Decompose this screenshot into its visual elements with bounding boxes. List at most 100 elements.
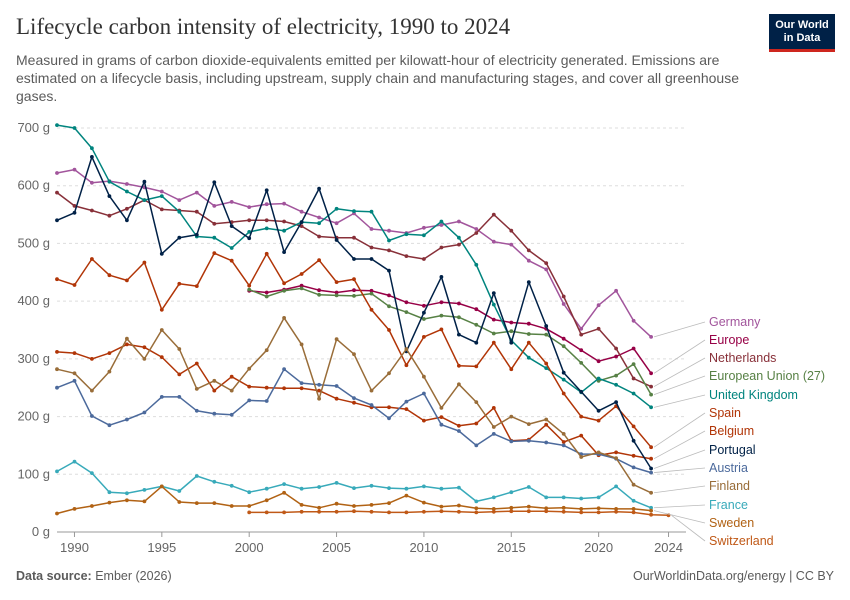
legend-connector xyxy=(653,449,706,469)
series-line xyxy=(248,287,652,395)
data-point xyxy=(229,258,234,263)
data-point xyxy=(247,510,252,515)
data-point xyxy=(439,275,444,279)
data-point xyxy=(422,391,426,396)
data-point xyxy=(491,432,496,436)
data-point xyxy=(544,506,549,511)
data-point xyxy=(194,408,199,413)
x-tick-label: 2005 xyxy=(322,540,351,555)
data-point xyxy=(352,509,356,514)
data-point xyxy=(474,227,479,231)
data-point xyxy=(561,377,566,382)
legend-label: European Union (27) xyxy=(709,369,825,383)
data-point xyxy=(55,385,59,390)
owid-logo[interactable]: Our World in Data xyxy=(769,14,835,52)
data-point xyxy=(387,486,391,490)
data-point xyxy=(282,510,286,515)
data-point xyxy=(55,367,59,372)
data-point xyxy=(491,317,496,322)
data-point xyxy=(404,300,409,305)
data-point xyxy=(212,378,217,383)
data-point xyxy=(579,389,584,394)
data-point xyxy=(159,328,164,332)
data-point xyxy=(299,381,304,385)
legend-label: Germany xyxy=(709,315,761,329)
data-point xyxy=(352,288,356,293)
footer-url[interactable]: OurWorldinData.org/energy | CC BY xyxy=(632,569,834,583)
data-point xyxy=(422,225,426,230)
data-point xyxy=(596,326,601,331)
legend-connector xyxy=(654,485,706,494)
data-point xyxy=(474,231,479,235)
series-finland xyxy=(55,316,653,495)
legend-label: Finland xyxy=(709,479,750,493)
data-point xyxy=(177,489,182,493)
data-source-value[interactable]: Ember (2026) xyxy=(95,569,172,583)
data-point xyxy=(544,361,549,366)
data-point xyxy=(90,388,94,393)
data-point xyxy=(55,277,59,282)
data-point xyxy=(299,220,304,225)
data-point xyxy=(352,257,356,261)
data-point xyxy=(194,190,199,195)
data-point xyxy=(369,209,374,214)
data-point xyxy=(561,294,566,299)
data-point xyxy=(194,209,199,214)
data-point xyxy=(142,357,147,361)
data-point xyxy=(229,200,234,204)
data-point xyxy=(299,209,304,214)
data-source: Data source: Ember (2026) xyxy=(16,569,172,583)
data-point xyxy=(90,180,94,185)
data-point xyxy=(352,294,356,298)
data-point xyxy=(474,506,479,511)
data-point xyxy=(561,344,566,349)
data-point xyxy=(334,238,339,242)
data-point xyxy=(544,332,549,337)
data-point xyxy=(457,242,461,247)
series-germany xyxy=(55,167,653,339)
data-point xyxy=(509,340,514,345)
data-point xyxy=(212,221,217,226)
data-point xyxy=(247,366,252,371)
legend-label: United Kingdom xyxy=(709,388,798,402)
data-point xyxy=(177,500,182,504)
data-point xyxy=(299,286,304,291)
data-point xyxy=(125,491,129,496)
data-point xyxy=(387,510,391,515)
data-point xyxy=(90,357,94,361)
data-point xyxy=(55,171,59,175)
y-tick-label: 400 g xyxy=(17,293,50,308)
data-point xyxy=(142,198,147,203)
data-point xyxy=(352,209,356,214)
data-point xyxy=(282,281,286,286)
data-point xyxy=(55,511,59,516)
data-point xyxy=(631,346,636,351)
logo-line-1: Our World xyxy=(775,19,829,31)
data-point xyxy=(526,485,531,489)
data-point xyxy=(387,228,391,233)
data-point xyxy=(526,509,531,514)
series-line xyxy=(249,284,652,374)
data-point xyxy=(387,416,391,421)
data-point xyxy=(247,283,252,288)
data-point xyxy=(422,500,426,505)
data-point xyxy=(544,261,549,265)
data-point xyxy=(90,471,94,475)
data-point xyxy=(247,490,252,495)
data-point xyxy=(561,391,566,396)
data-point xyxy=(194,501,199,505)
data-point xyxy=(247,205,252,210)
data-point xyxy=(299,342,304,347)
data-point xyxy=(107,369,112,374)
data-point xyxy=(631,391,636,396)
data-point xyxy=(596,376,601,381)
data-point xyxy=(107,351,112,355)
data-point xyxy=(334,509,339,514)
data-point xyxy=(422,233,426,238)
data-point xyxy=(72,507,77,511)
data-point xyxy=(282,288,286,293)
data-point xyxy=(474,421,479,426)
data-point xyxy=(631,424,636,429)
data-point xyxy=(317,292,321,297)
data-point xyxy=(142,345,147,350)
